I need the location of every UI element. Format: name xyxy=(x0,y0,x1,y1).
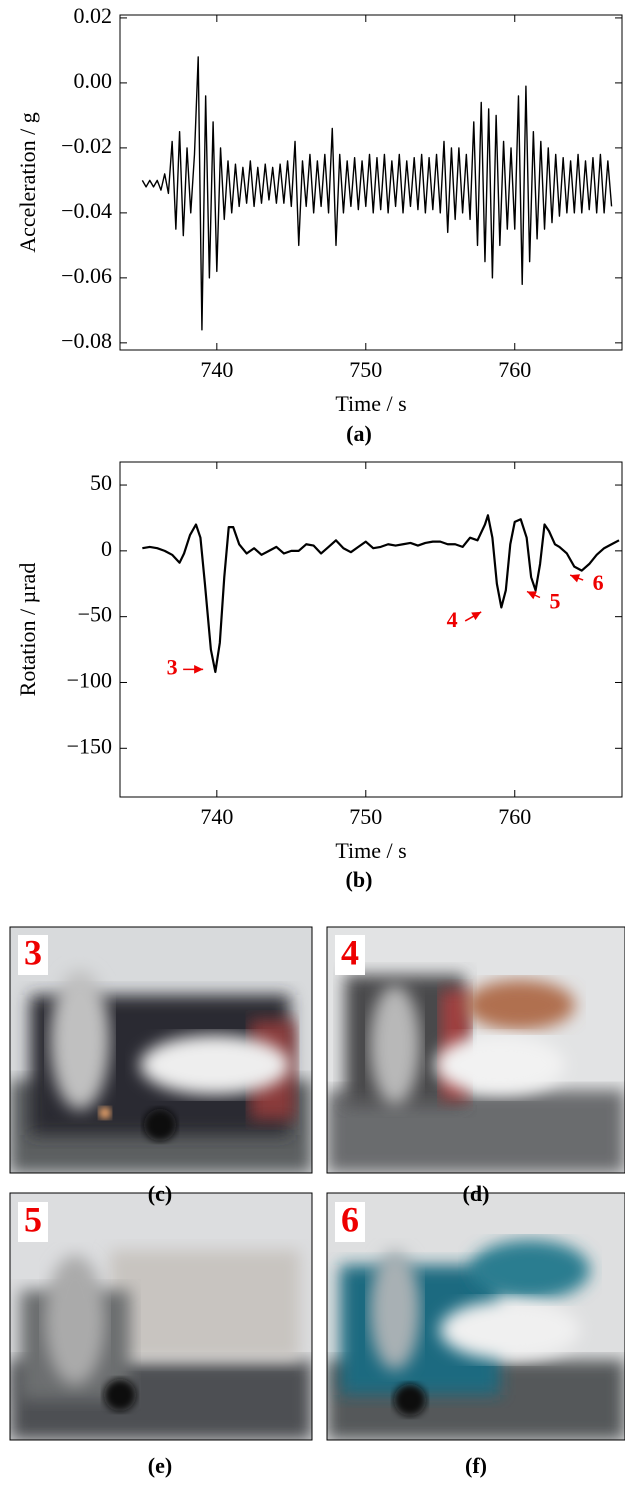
y-tick-label: 0.02 xyxy=(74,3,113,28)
photo-number: 6 xyxy=(341,1199,359,1239)
label-bg xyxy=(18,1202,48,1242)
y-axis-label: Rotation / µrad xyxy=(15,563,40,697)
annotation-arrowhead xyxy=(471,611,482,621)
annotation-arrowhead xyxy=(194,664,204,674)
label-bg xyxy=(335,1202,365,1242)
x-tick-label: 760 xyxy=(498,357,531,382)
annotation: 6 xyxy=(593,570,604,595)
y-tick-label: 0 xyxy=(101,536,112,561)
x-axis-label: Time / s xyxy=(335,838,406,863)
photo-frame xyxy=(9,1192,313,1441)
photo-caption: (f) xyxy=(465,1453,487,1478)
y-tick-label: −0.06 xyxy=(61,263,112,288)
annotation: 3 xyxy=(167,654,178,679)
label-bg xyxy=(335,935,365,975)
photo xyxy=(10,1193,312,1440)
x-tick-label: 750 xyxy=(349,357,382,382)
caption: (a) xyxy=(346,421,372,446)
annotation: 4 xyxy=(447,607,458,632)
photo-frame xyxy=(326,1192,625,1441)
photo-caption: (d) xyxy=(463,1181,490,1206)
y-tick-label: 50 xyxy=(90,470,112,495)
y-tick-label: −100 xyxy=(67,668,112,693)
annotation-arrowhead xyxy=(526,591,537,600)
data-line xyxy=(142,514,620,674)
annotation: 5 xyxy=(549,589,560,614)
photo xyxy=(327,927,625,1173)
photo-frame xyxy=(326,926,625,1174)
annotation-arrowhead xyxy=(570,574,581,583)
axes-frame xyxy=(119,461,623,798)
y-tick-label: −0.04 xyxy=(61,198,112,223)
photo xyxy=(10,927,312,1173)
y-axis-label: Acceleration / g xyxy=(15,112,40,253)
y-tick-label: −150 xyxy=(67,733,112,758)
axes-frame xyxy=(119,14,623,351)
x-tick-label: 740 xyxy=(200,357,233,382)
photo-caption: (c) xyxy=(148,1181,172,1206)
photo xyxy=(327,1193,625,1440)
x-axis-label: Time / s xyxy=(335,391,406,416)
caption: (b) xyxy=(346,867,373,892)
photo-frame xyxy=(9,926,313,1174)
y-tick-label: 0.00 xyxy=(74,68,113,93)
photo-caption: (e) xyxy=(148,1453,172,1478)
y-tick-label: −0.02 xyxy=(61,133,112,158)
photo-number: 4 xyxy=(341,932,359,972)
x-tick-label: 760 xyxy=(498,804,531,829)
photo-number: 5 xyxy=(24,1199,42,1239)
y-tick-label: −0.08 xyxy=(61,328,112,353)
photo-number: 3 xyxy=(24,932,42,972)
x-tick-label: 740 xyxy=(200,804,233,829)
label-bg xyxy=(18,935,48,975)
data-line xyxy=(141,56,613,331)
y-tick-label: −50 xyxy=(78,602,112,627)
x-tick-label: 750 xyxy=(349,804,382,829)
